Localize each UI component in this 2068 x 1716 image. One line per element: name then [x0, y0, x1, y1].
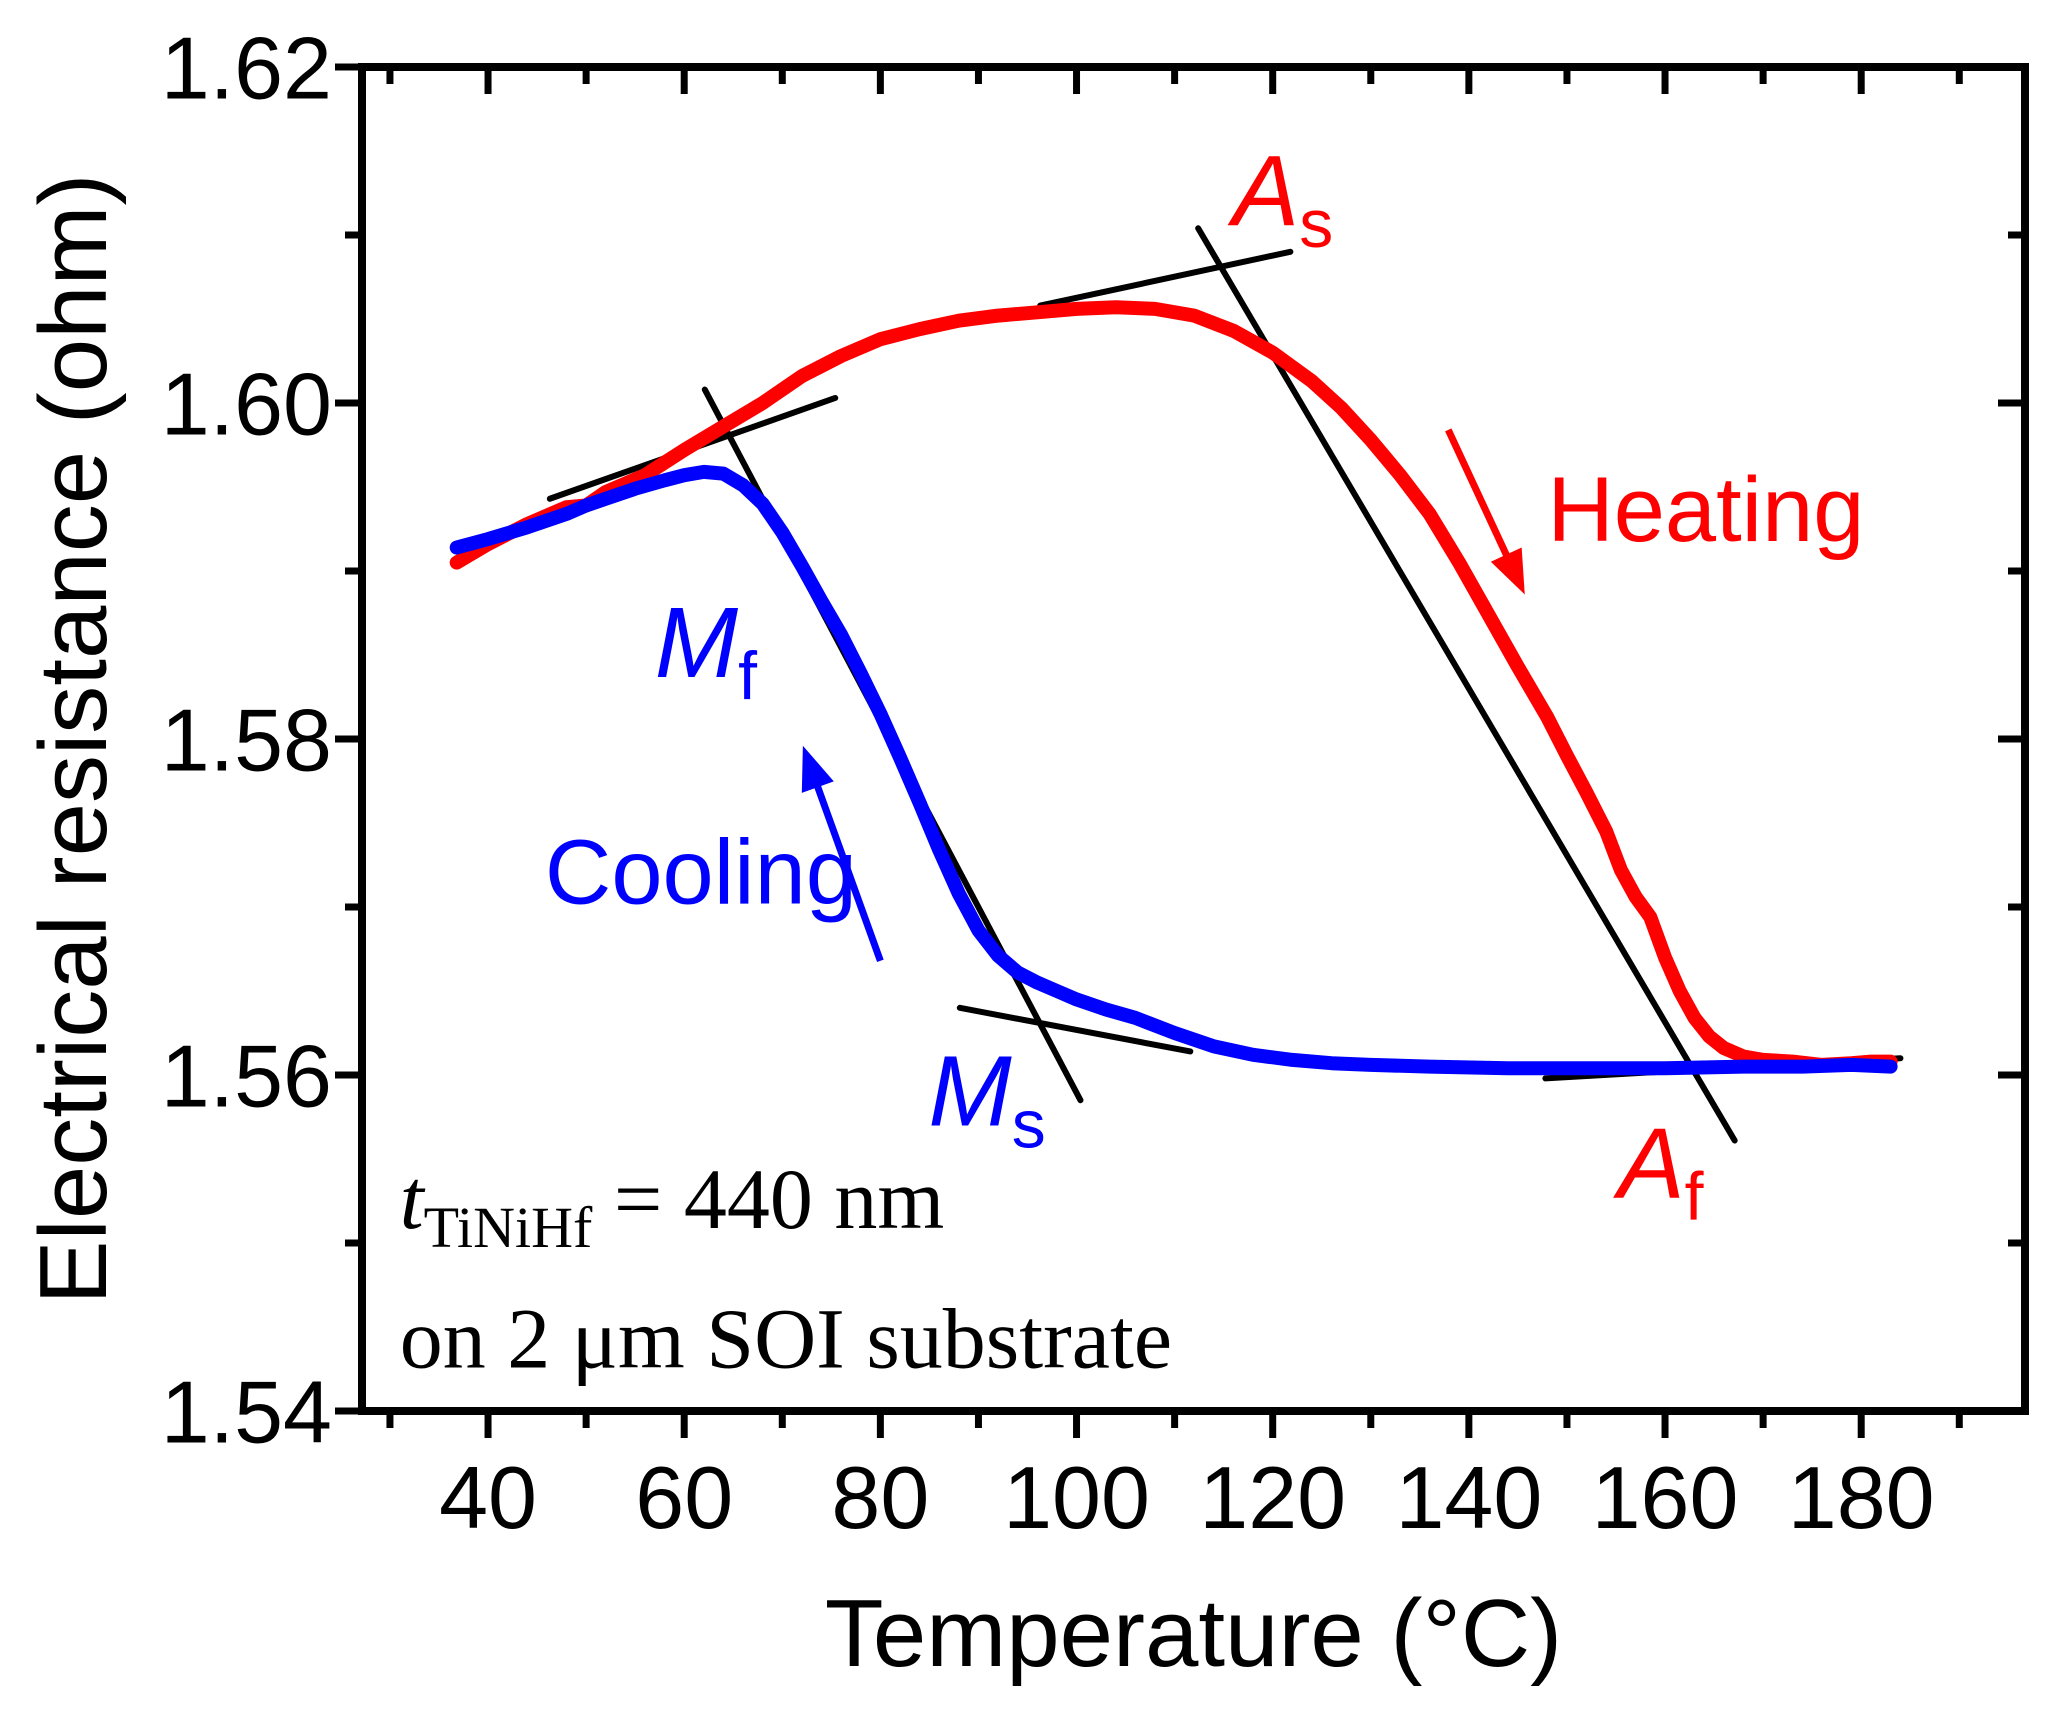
x-tick-label: 80 [831, 1448, 929, 1547]
martensite-finish-label: Mf [655, 587, 757, 714]
cooling-curve [449, 464, 1898, 1076]
y-tick-label: 1.60 [161, 355, 332, 454]
martensite-start-label-part: s [1012, 1086, 1046, 1162]
austenite-finish-label-part: A [1613, 1108, 1685, 1220]
martensite-finish-label-part: f [738, 638, 757, 714]
heating-curve [449, 300, 1898, 1072]
y-tick-label: 1.62 [161, 19, 332, 118]
cooling-direction-arrow-shaft [811, 778, 884, 962]
x-tick-label: 40 [439, 1448, 537, 1547]
austenite-start-label-part: s [1299, 186, 1333, 262]
heating-label: Heating [1547, 459, 1864, 561]
film-thickness-label-part: t [400, 1151, 426, 1247]
substrate-label-part: on 2 μm SOI substrate [400, 1290, 1172, 1386]
y-tick-label: 1.58 [161, 691, 332, 790]
x-tick-label: 160 [1592, 1448, 1739, 1547]
martensite-finish-label-part: M [655, 587, 739, 699]
y-tick-label: 1.54 [161, 1363, 332, 1462]
x-tick-label: 140 [1395, 1448, 1542, 1547]
y-axis-title: Electrical resistance (ohm) [20, 174, 127, 1305]
heating-label-part: Heating [1547, 459, 1864, 561]
austenite-finish-label: Af [1613, 1108, 1704, 1235]
film-thickness-label-part: = 440 nm [592, 1151, 944, 1247]
substrate-label: on 2 μm SOI substrate [400, 1290, 1172, 1386]
x-tick-label: 180 [1788, 1448, 1935, 1547]
heating-direction-arrow-head [1490, 547, 1525, 595]
cooling-direction-arrow-head [801, 745, 834, 793]
film-thickness-label-part: TiNiHf [424, 1195, 593, 1260]
cooling-label: Cooling [545, 822, 857, 924]
martensite-lower-tangent [956, 1004, 1194, 1055]
film-thickness-label: tTiNiHf = 440 nm [400, 1151, 945, 1260]
austenite-finish-label-part: f [1685, 1159, 1704, 1235]
x-tick-label: 100 [1003, 1448, 1150, 1547]
x-tick-label: 120 [1199, 1448, 1346, 1547]
martensite-start-label-part: M [928, 1035, 1012, 1147]
x-tick-label: 60 [635, 1448, 733, 1547]
austenite-start-label: As [1227, 135, 1333, 262]
y-tick-label: 1.56 [161, 1027, 332, 1126]
heating-direction-arrow-shaft [1445, 428, 1513, 564]
cooling-label-part: Cooling [545, 822, 857, 924]
austenite-start-label-part: A [1227, 135, 1299, 247]
austenite-upper-tangent [1037, 248, 1294, 309]
martensite-start-label: Ms [928, 1035, 1045, 1162]
austenite-steep-tangent [1195, 225, 1738, 1144]
x-axis-title: Temperature (°C) [825, 1580, 1562, 1687]
